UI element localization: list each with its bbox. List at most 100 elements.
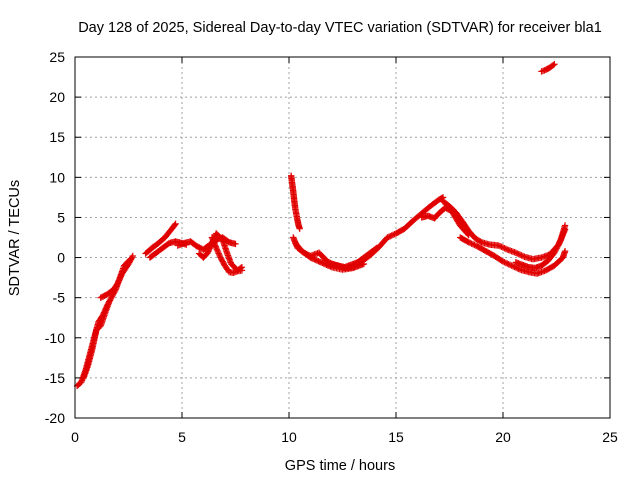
data-point [556, 239, 563, 246]
data-point [206, 244, 214, 251]
y-tick-label: 15 [49, 129, 65, 145]
axis-ticks: 0 5 10 15 20 25 -20 -15 -10 -5 0 5 10 15 20 25 [45, 49, 618, 445]
data-point [468, 240, 475, 247]
data-point [216, 251, 223, 259]
data-point [115, 277, 123, 284]
series-arc-17 [538, 61, 558, 75]
series-arc-8 [208, 234, 246, 276]
y-tick-label: -20 [45, 410, 65, 426]
data-point [502, 259, 510, 267]
data-point [551, 61, 558, 68]
y-tick-label: -10 [45, 330, 65, 346]
data-point [205, 246, 213, 254]
x-tick-label: 15 [388, 429, 404, 445]
data-point [499, 244, 507, 251]
data-point [129, 252, 136, 260]
data-point [561, 222, 569, 229]
data-point [506, 261, 514, 269]
data-point [495, 242, 502, 249]
data-point [556, 238, 564, 245]
data-point [509, 263, 517, 270]
x-tick-label: 20 [495, 429, 511, 445]
data-point [502, 245, 510, 253]
x-axis-label: GPS time / hours [285, 458, 395, 474]
data-point [498, 243, 505, 251]
data-point [469, 241, 477, 248]
data-point [514, 250, 521, 257]
data-point [496, 242, 504, 250]
data-point [554, 242, 562, 249]
x-tick-label: 25 [602, 429, 618, 445]
data-point [360, 260, 368, 268]
x-tick-label: 0 [71, 429, 79, 445]
y-tick-label: 0 [57, 250, 65, 266]
series-arc-12 [328, 244, 380, 271]
data-point [508, 262, 515, 269]
data-point [171, 221, 178, 229]
data-points [73, 61, 569, 390]
x-tick-label: 10 [281, 429, 297, 445]
data-point [501, 244, 508, 252]
y-axis-label: SDTVAR / TECUs [7, 180, 23, 296]
x-tick-label: 5 [178, 429, 186, 445]
data-point [555, 240, 562, 248]
data-point [232, 240, 239, 248]
data-point [106, 298, 113, 305]
data-point [116, 275, 123, 283]
data-point [516, 251, 524, 258]
chart-title: Day 128 of 2025, Sidereal Day-to-day VTE… [78, 20, 602, 36]
data-point [499, 258, 507, 265]
data-point [552, 246, 559, 254]
data-point [519, 252, 527, 260]
y-tick-label: -15 [45, 370, 65, 386]
data-point [117, 274, 124, 281]
data-point [438, 194, 446, 202]
data-point [238, 267, 246, 274]
series-arc-2 [80, 298, 113, 382]
series-arc-4 [142, 220, 179, 257]
data-point [554, 243, 561, 251]
y-tick-label: -5 [53, 290, 66, 306]
y-tick-label: 5 [57, 209, 65, 225]
data-point [373, 244, 380, 252]
data-point [205, 248, 212, 255]
data-point [515, 265, 522, 273]
series-arc-3 [97, 252, 136, 301]
data-point [372, 245, 379, 252]
data-point [204, 249, 211, 256]
data-point [172, 220, 179, 228]
data-point [296, 225, 303, 232]
plot-frame [74, 56, 611, 419]
series-arc-9 [287, 172, 303, 232]
data-point [550, 61, 557, 69]
data-point [215, 250, 222, 257]
data-point [505, 261, 512, 268]
data-point [206, 245, 213, 252]
data-point [389, 231, 397, 239]
data-point [385, 233, 393, 241]
series-arc-14 [439, 198, 569, 263]
series-arc-11 [292, 239, 368, 273]
y-tick-label: 10 [49, 169, 65, 185]
series-arc-16 [512, 222, 569, 272]
data-point [504, 260, 511, 267]
data-point [388, 232, 395, 239]
data-point [128, 254, 136, 261]
data-point [551, 249, 558, 256]
data-point [114, 280, 121, 287]
data-point [561, 247, 569, 255]
data-point [213, 246, 221, 253]
grid [75, 57, 610, 418]
data-point [553, 245, 560, 252]
y-tick-label: 20 [49, 89, 65, 105]
y-tick-label: 25 [49, 49, 65, 65]
data-point [213, 244, 220, 252]
data-point [387, 232, 394, 240]
data-point [115, 278, 122, 286]
data-point [511, 263, 518, 271]
data-point [384, 234, 391, 241]
data-point [214, 247, 221, 254]
data-point [515, 250, 522, 258]
data-point [501, 259, 508, 266]
data-point [117, 273, 125, 280]
